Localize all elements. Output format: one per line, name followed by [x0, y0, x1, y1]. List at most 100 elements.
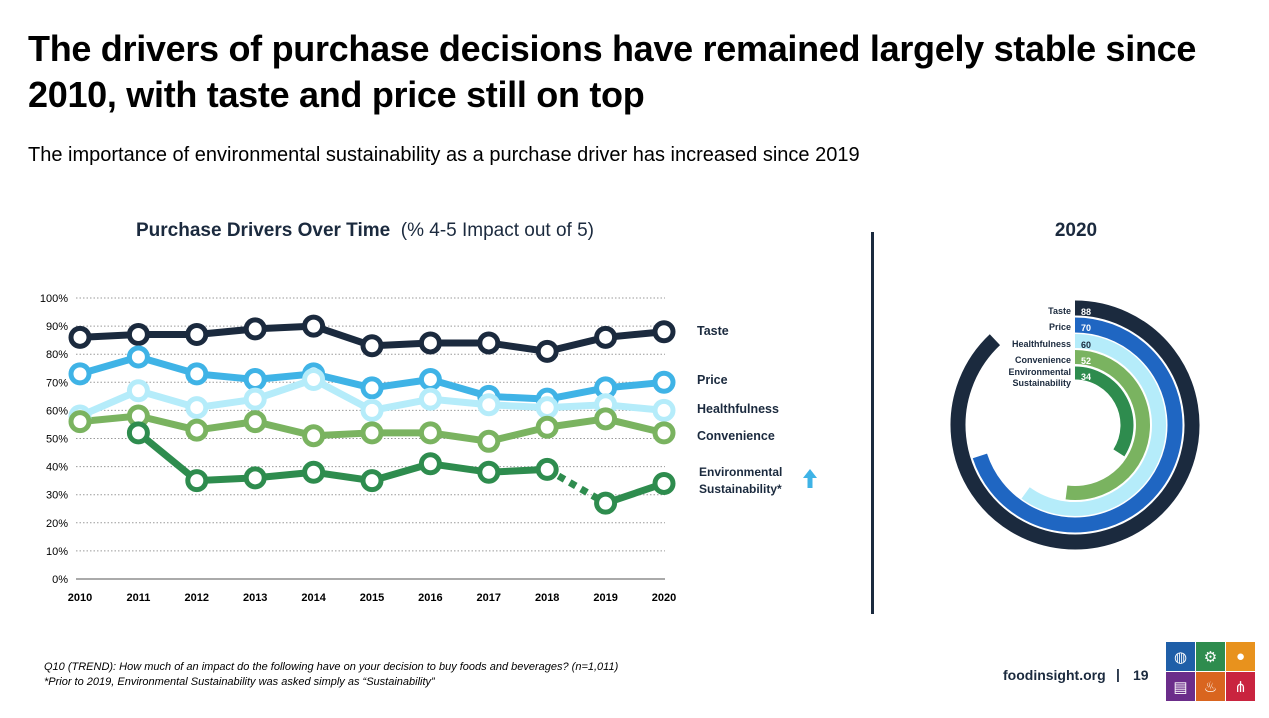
radial-value-label: 52 — [1081, 356, 1091, 366]
radial-bar-arc — [1074, 366, 1134, 457]
series-label: Healthfulness — [697, 402, 779, 416]
logo-tile: ⚙ — [1196, 642, 1225, 671]
food-icon: ● — [1235, 648, 1246, 665]
donut-chart-title: 2020 — [1054, 220, 1098, 241]
data-point — [477, 393, 501, 417]
series-label: Taste — [697, 324, 729, 338]
x-tick-label: 2017 — [477, 592, 501, 604]
data-point — [594, 407, 618, 431]
y-tick-label: 0% — [52, 574, 68, 586]
x-tick-label: 2015 — [360, 592, 384, 604]
radial-bar-chart: 88 Taste 70 Price 60 Healthfulness 52 Convenien… — [950, 300, 1200, 550]
series-label: Sustainability* — [699, 482, 782, 496]
data-point — [477, 429, 501, 453]
series-label: Environmental — [699, 465, 782, 479]
data-point — [126, 421, 150, 445]
page-title: The drivers of purchase decisions have r… — [28, 28, 1197, 115]
globe-icon: ◍ — [1173, 648, 1188, 666]
section-divider — [871, 232, 874, 614]
x-tick-label: 2020 — [652, 592, 676, 604]
radial-category-label: Sustainability — [1012, 378, 1071, 388]
radial-value-label: 34 — [1081, 372, 1091, 382]
data-point — [360, 376, 384, 400]
data-point — [302, 424, 326, 448]
ific-logo: ◍ ⚙ ● ▤ ♨ ⋔ — [1166, 642, 1256, 702]
radial-category-label: Price — [1049, 322, 1071, 332]
y-tick-label: 40% — [46, 462, 68, 474]
data-point — [68, 325, 92, 349]
data-point — [185, 362, 209, 386]
data-point — [68, 362, 92, 386]
data-point — [126, 379, 150, 403]
data-point — [535, 396, 559, 420]
radial-bar-arc — [1021, 334, 1166, 516]
increase-arrow-icon — [803, 469, 817, 488]
footer-separator: | — [1116, 666, 1120, 682]
footnote-question: Q10 (TREND): How much of an impact do th… — [44, 661, 619, 673]
data-point — [535, 457, 559, 481]
data-point — [243, 367, 267, 391]
tractor-icon: ⚙ — [1203, 648, 1218, 666]
x-tick-label: 2010 — [68, 592, 92, 604]
data-point — [477, 331, 501, 355]
data-point — [243, 410, 267, 434]
line-chart: 0% 10% 20% 30% 40% 50% 60% 70% 80% 90% 100% 2010 201… — [40, 293, 817, 604]
logo-tile: ⋔ — [1226, 672, 1255, 701]
data-point — [594, 325, 618, 349]
data-point — [302, 367, 326, 391]
data-point — [185, 323, 209, 347]
series-label: Price — [697, 373, 728, 387]
x-tick-label: 2019 — [593, 592, 617, 604]
series-line-segment — [136, 430, 200, 484]
radial-bar-arc — [1065, 350, 1150, 500]
data-point — [360, 398, 384, 422]
radial-value-label: 70 — [1081, 323, 1091, 333]
data-point — [418, 331, 442, 355]
x-tick-label: 2013 — [243, 592, 267, 604]
data-point — [302, 314, 326, 338]
data-point — [185, 396, 209, 420]
radial-bar-arc — [950, 300, 1200, 550]
y-tick-label: 30% — [46, 490, 68, 502]
x-tick-label: 2012 — [185, 592, 209, 604]
data-point — [652, 471, 676, 495]
data-point — [243, 387, 267, 411]
utensils-icon: ⋔ — [1234, 678, 1247, 696]
data-point — [360, 469, 384, 493]
data-point — [360, 421, 384, 445]
data-point — [302, 460, 326, 484]
site-link[interactable]: foodinsight.org — [1003, 667, 1106, 683]
radial-category-label: Convenience — [1015, 355, 1071, 365]
line-chart-title: Purchase Drivers Over Time (% 4-5 Impact… — [136, 220, 594, 242]
x-tick-label: 2016 — [418, 592, 442, 604]
data-point — [418, 421, 442, 445]
y-tick-label: 100% — [40, 293, 68, 305]
data-point — [418, 367, 442, 391]
pot-icon: ♨ — [1203, 678, 1218, 696]
data-point — [243, 466, 267, 490]
data-point — [68, 410, 92, 434]
x-tick-label: 2011 — [126, 592, 150, 604]
data-point — [652, 421, 676, 445]
radial-value-label: 88 — [1081, 307, 1091, 317]
data-point — [535, 339, 559, 363]
footnote: Q10 (TREND): How much of an impact do th… — [44, 660, 618, 690]
data-point — [126, 323, 150, 347]
radial-category-label: Healthfulness — [1012, 339, 1071, 349]
radial-category-label: Environmental — [1008, 367, 1071, 377]
data-point — [126, 345, 150, 369]
data-point — [418, 387, 442, 411]
y-tick-label: 10% — [46, 546, 68, 558]
data-point — [652, 398, 676, 422]
radial-value-label: 60 — [1081, 340, 1091, 350]
line-chart-title-unit: (% 4-5 Impact out of 5) — [400, 220, 594, 241]
data-point — [535, 415, 559, 439]
y-tick-label: 90% — [46, 321, 68, 333]
data-point — [477, 460, 501, 484]
data-point — [652, 320, 676, 344]
data-point — [360, 334, 384, 358]
x-tick-label: 2014 — [301, 592, 326, 604]
footnote-asterisk: *Prior to 2019, Environmental Sustainabi… — [44, 676, 435, 688]
y-tick-label: 20% — [46, 518, 68, 530]
data-point — [185, 418, 209, 442]
